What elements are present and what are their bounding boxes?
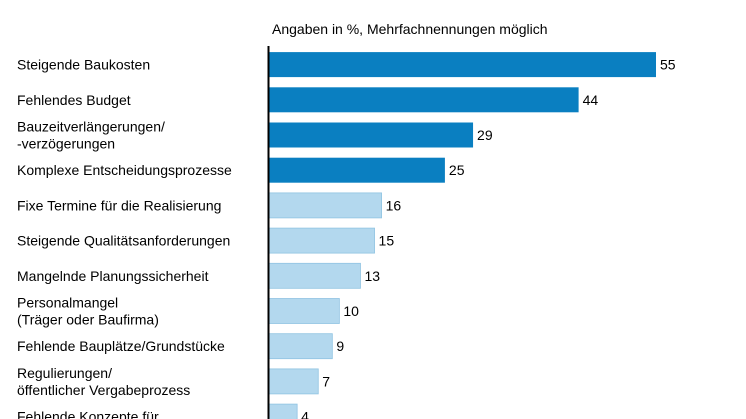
category-label: Regulierungen/: [17, 365, 112, 381]
value-label: 7: [322, 373, 330, 389]
bar: [269, 157, 445, 183]
value-label: 55: [660, 57, 676, 73]
category-label: Komplexe Entscheidungsprozesse: [17, 162, 232, 178]
value-label: 25: [449, 162, 465, 178]
category-label: Bauzeitverlängerungen/: [17, 119, 165, 135]
category-label: (Träger oder Baufirma): [17, 312, 159, 328]
bar: [268, 227, 375, 254]
category-label: öffentlicher Vergabeprozess: [17, 382, 190, 398]
category-label: Mangelnde Planungssicherheit: [17, 268, 209, 284]
bar: [268, 262, 361, 289]
bar: [268, 298, 340, 324]
category-label: Fixe Termine für die Realisierung: [17, 197, 221, 213]
value-label: 15: [379, 233, 395, 249]
bar: [268, 192, 382, 219]
value-label: 29: [477, 127, 493, 143]
bar: [269, 52, 656, 78]
value-label: 13: [364, 268, 380, 284]
chart-subtitle: Angaben in %, Mehrfachnennungen möglich: [272, 21, 548, 37]
bar: [269, 122, 474, 148]
value-label: 9: [336, 338, 344, 354]
bar: [268, 333, 333, 360]
category-label: -verzögerungen: [17, 136, 115, 152]
bars-group: 55 Steigende Baukosten 44 Fehlendes Budget 2…: [17, 52, 676, 419]
bar: [268, 368, 319, 395]
category-label: Fehlende Konzepte für: [17, 409, 159, 419]
value-label: 16: [386, 197, 402, 213]
value-label: 10: [343, 303, 359, 319]
bar: [269, 87, 579, 113]
value-label: 44: [583, 92, 599, 108]
category-label: Steigende Baukosten: [17, 57, 150, 73]
category-label: Steigende Qualitätsanforderungen: [17, 233, 230, 249]
category-label: Personalmangel: [17, 295, 118, 311]
category-label: Fehlende Bauplätze/Grundstücke: [17, 338, 225, 354]
value-label: 4: [301, 409, 309, 419]
bar: [268, 403, 298, 419]
category-label: Fehlendes Budget: [17, 92, 131, 108]
